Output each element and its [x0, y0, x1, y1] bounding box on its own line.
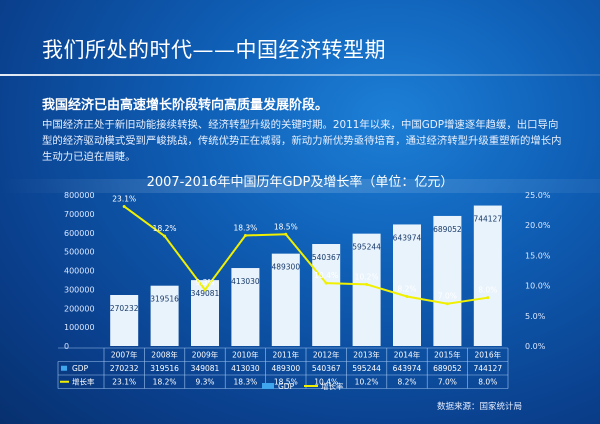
- growth-rate-point: [284, 232, 288, 236]
- gdp-bar: [312, 244, 341, 346]
- table-cell: 18.2%: [153, 378, 177, 387]
- growth-rate-point: [243, 233, 247, 237]
- growth-rate-point: [445, 302, 449, 306]
- table-row-label: GDP: [72, 364, 89, 373]
- table-cell: 10.4%: [314, 378, 338, 387]
- table-cell: 595244: [352, 364, 381, 373]
- growth-rate-label: 8.2%: [397, 284, 416, 293]
- table-header-cell: 2016年: [475, 350, 502, 360]
- growth-rate-label: 9.3%: [195, 278, 214, 287]
- growth-rate-point: [203, 288, 207, 292]
- y-right-tick-label: 25.0%: [525, 191, 551, 200]
- gdp-bar: [473, 205, 502, 346]
- growth-rate-label: 18.3%: [233, 223, 257, 232]
- table-cell: 413030: [231, 364, 260, 373]
- table-cell: 18.5%: [274, 378, 298, 387]
- table-cell: 18.3%: [233, 378, 257, 387]
- table-header-cell: 2012年: [313, 350, 340, 360]
- growth-rate-point: [324, 281, 328, 285]
- growth-rate-point: [163, 234, 167, 238]
- table-header-cell: 2011年: [273, 350, 300, 360]
- growth-rate-point: [122, 204, 126, 208]
- gdp-bar: [433, 215, 462, 346]
- growth-rate-label: 7.0%: [438, 292, 457, 301]
- table-header-cell: 2010年: [232, 350, 259, 360]
- table-cell: 23.1%: [112, 378, 136, 387]
- gdp-bar: [352, 233, 381, 346]
- gdp-bar: [150, 285, 179, 346]
- y-left-tick-label: 300000: [64, 285, 95, 294]
- y-left-tick-label: 700000: [64, 210, 95, 219]
- gdp-bar-label: 643974: [393, 233, 422, 242]
- legend-gdp-label: GDP: [278, 382, 295, 391]
- y-right-tick-label: 10.0%: [525, 282, 551, 291]
- table-header-cell: 2015年: [434, 350, 461, 360]
- growth-rate-point: [405, 294, 409, 298]
- y-right-tick-label: 15.0%: [525, 251, 551, 260]
- table-gdp-swatch: [61, 365, 67, 371]
- y-right-tick-label: 0.0%: [525, 342, 546, 351]
- gdp-bar-label: 319516: [150, 295, 179, 304]
- gdp-bar-label: 270232: [110, 304, 139, 313]
- y-left-tick-label: 0: [64, 342, 69, 351]
- growth-rate-label: 23.1%: [112, 194, 136, 203]
- table-cell: 8.0%: [478, 378, 497, 387]
- growth-rate-point: [486, 296, 490, 300]
- gdp-bar-label: 489300: [271, 263, 300, 272]
- table-cell: 489300: [271, 364, 300, 373]
- legend-growth-label: 增长率: [321, 381, 344, 391]
- gdp-bar: [271, 253, 300, 346]
- y-left-tick-label: 100000: [64, 323, 95, 332]
- y-left-tick-label: 200000: [64, 304, 95, 313]
- slide-title: 我们所处的时代——中国经济转型期: [42, 38, 386, 62]
- table-cell: 744127: [473, 364, 502, 373]
- gdp-bar-label: 349081: [191, 289, 220, 298]
- gdp-bar-label: 595244: [352, 243, 381, 252]
- gdp-bar-label: 540367: [312, 253, 341, 262]
- table-cell: 643974: [393, 364, 422, 373]
- y-left-tick-label: 600000: [64, 229, 95, 238]
- table-header-cell: 2008年: [151, 350, 178, 360]
- table-row-label: 增长率: [72, 377, 95, 387]
- table-cell: 10.2%: [355, 378, 379, 387]
- table-header-cell: 2013年: [353, 350, 380, 360]
- growth-rate-label: 10.4%: [314, 271, 338, 280]
- legend-gdp-swatch: [262, 383, 274, 389]
- growth-rate-line: [123, 205, 488, 305]
- gdp-bar-label: 689052: [433, 225, 462, 234]
- table-header-cell: 2009年: [192, 350, 219, 360]
- table-cell: 7.0%: [438, 378, 457, 387]
- table-cell: 349081: [191, 364, 220, 373]
- y-left-tick-label: 400000: [64, 267, 95, 276]
- y-right-tick-label: 20.0%: [525, 221, 551, 230]
- gdp-bar-label: 744127: [473, 215, 502, 224]
- gdp-bar: [393, 224, 421, 346]
- y-left-tick-label: 800000: [64, 191, 95, 200]
- growth-rate-point: [365, 282, 369, 286]
- gdp-bar-label: 413030: [231, 277, 260, 286]
- y-left-tick-label: 500000: [64, 248, 95, 257]
- table-cell: 540367: [312, 364, 341, 373]
- gdp-bar: [110, 294, 139, 346]
- table-cell: 8.2%: [397, 378, 416, 387]
- chart-title-band: [0, 179, 600, 193]
- table-cell: 689052: [433, 364, 462, 373]
- table-cell: 319516: [150, 364, 179, 373]
- data-source: 数据来源：国家统计局: [436, 402, 522, 412]
- table-header-cell: 2014年: [394, 350, 421, 360]
- growth-rate-label: 10.2%: [355, 272, 379, 281]
- section-subheading: 我国经济已由高速增长阶段转向高质量发展阶段。: [42, 98, 329, 113]
- y-right-tick-label: 5.0%: [525, 312, 546, 321]
- gdp-bar: [231, 268, 260, 346]
- chart-title: 2007-2016年中国历年GDP及增长率（单位：亿元）: [146, 175, 454, 190]
- growth-rate-label: 8.0%: [478, 286, 497, 295]
- table-cell: 270232: [110, 364, 139, 373]
- growth-rate-label: 18.5%: [274, 222, 298, 231]
- body-paragraph: 中国经济正处于新旧动能接续转换、经济转型升级的关键时期。2011年以来，中国GD…: [42, 119, 562, 163]
- title-underline: [0, 74, 600, 76]
- table-header-cell: 2007年: [111, 350, 138, 360]
- growth-rate-label: 18.2%: [153, 224, 177, 233]
- table-cell: 9.3%: [195, 378, 214, 387]
